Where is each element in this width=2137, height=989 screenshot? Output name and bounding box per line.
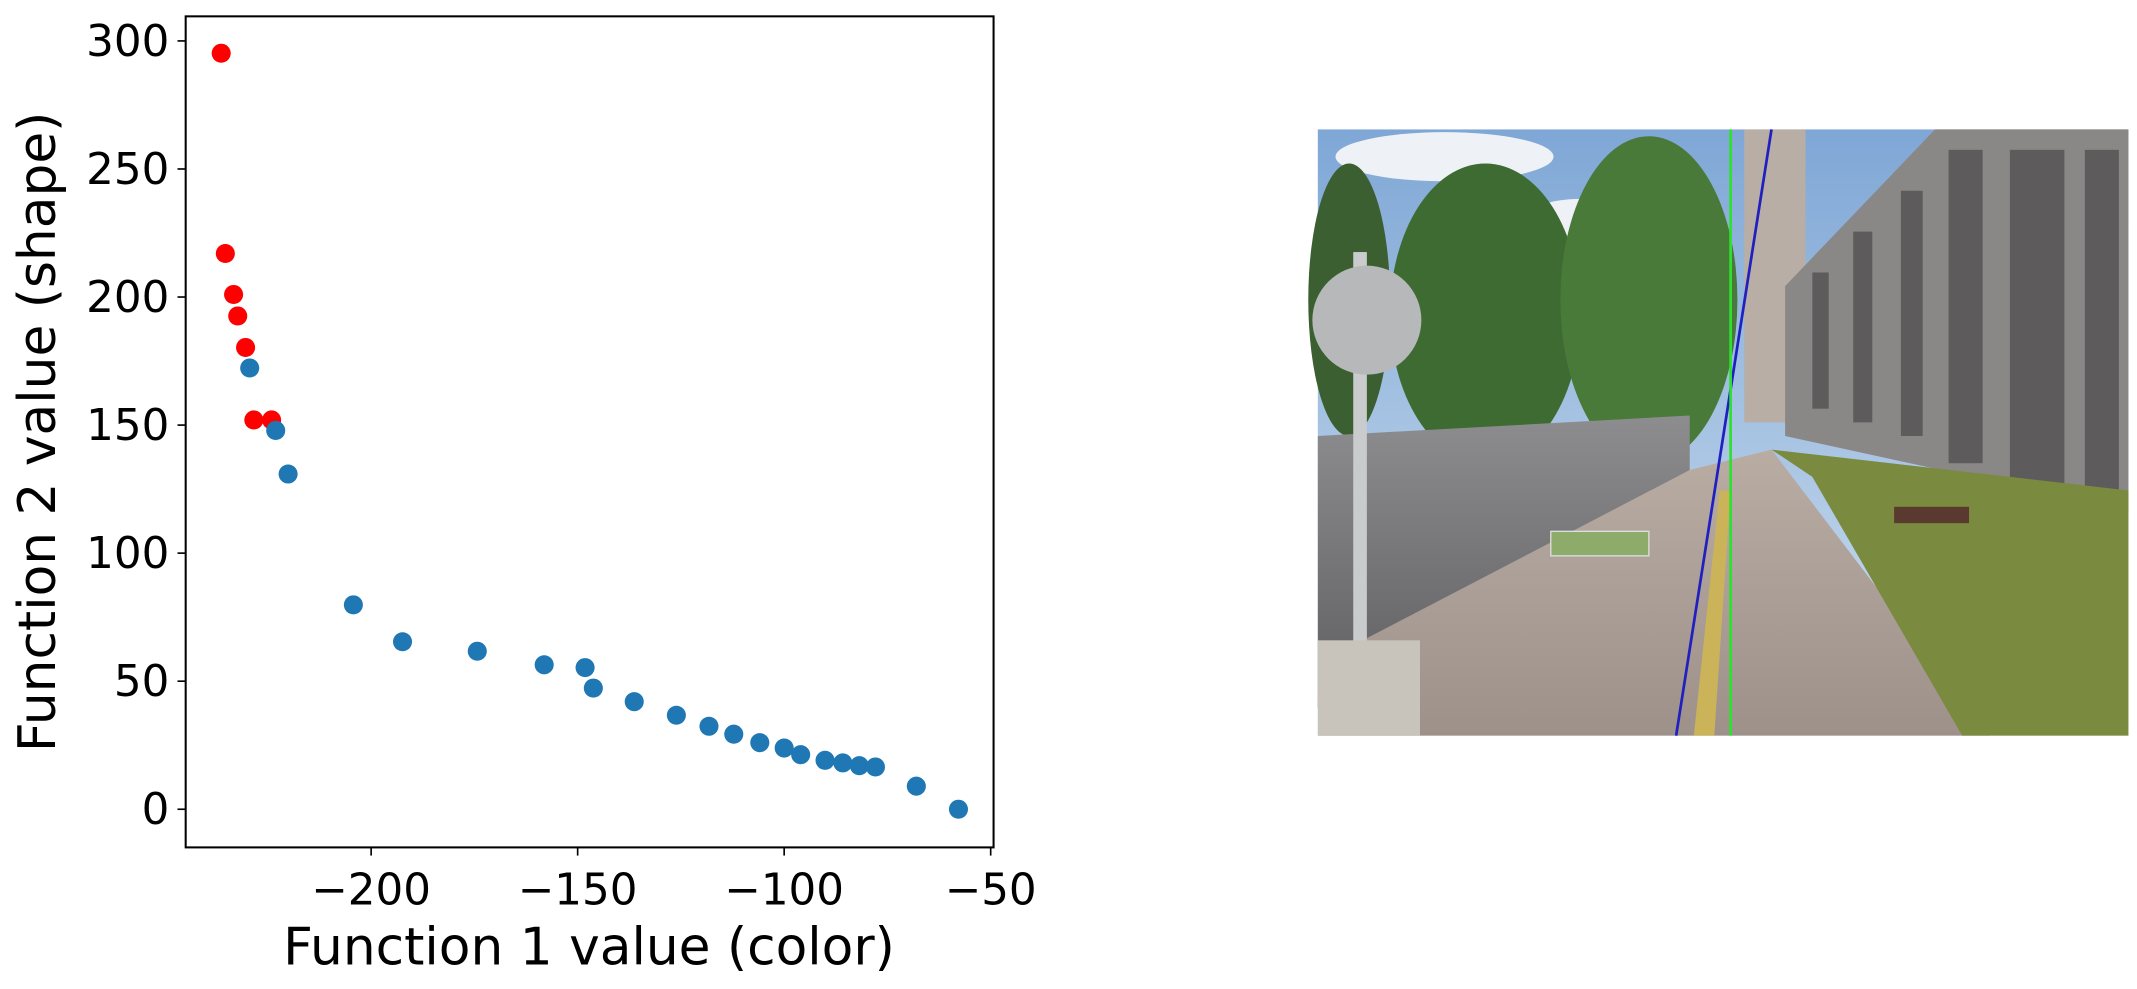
point [815, 750, 835, 770]
point [236, 337, 256, 358]
point [666, 705, 686, 725]
x-tick-label: −100 [724, 866, 844, 916]
point [278, 464, 298, 484]
point [215, 243, 235, 264]
point [467, 641, 487, 661]
point [583, 678, 603, 698]
point [865, 757, 885, 777]
x-tick-label: −200 [311, 866, 431, 916]
x-tick-label: −50 [945, 866, 1037, 916]
y-axis-label: Function 2 value (shape) [8, 112, 68, 752]
point [211, 43, 231, 63]
point [224, 284, 244, 305]
y-tick-label: 0 [142, 785, 170, 835]
point [534, 655, 554, 675]
point [849, 756, 869, 776]
point [750, 733, 770, 753]
point [240, 358, 260, 378]
point [724, 724, 744, 744]
y-tick-label: 50 [114, 657, 169, 707]
point [774, 738, 794, 758]
street-photo [1308, 129, 2129, 736]
x-axis-label: Function 1 value (color) [283, 918, 895, 978]
point [392, 632, 413, 652]
y-tick-label: 150 [86, 401, 169, 451]
point [575, 658, 595, 678]
point [791, 745, 811, 765]
x-tick-label: −150 [518, 866, 638, 916]
point [343, 595, 363, 615]
point [624, 692, 644, 712]
y-tick-label: 200 [86, 273, 169, 323]
point [266, 420, 286, 441]
point [244, 410, 264, 430]
plot-frame [184, 15, 995, 849]
y-tick-label: 100 [86, 529, 169, 579]
y-tick-label: 300 [86, 17, 169, 67]
point [228, 306, 248, 326]
point [948, 799, 968, 819]
point [833, 753, 853, 773]
y-tick-label: 250 [86, 145, 169, 195]
point [906, 776, 926, 796]
point [699, 716, 719, 736]
